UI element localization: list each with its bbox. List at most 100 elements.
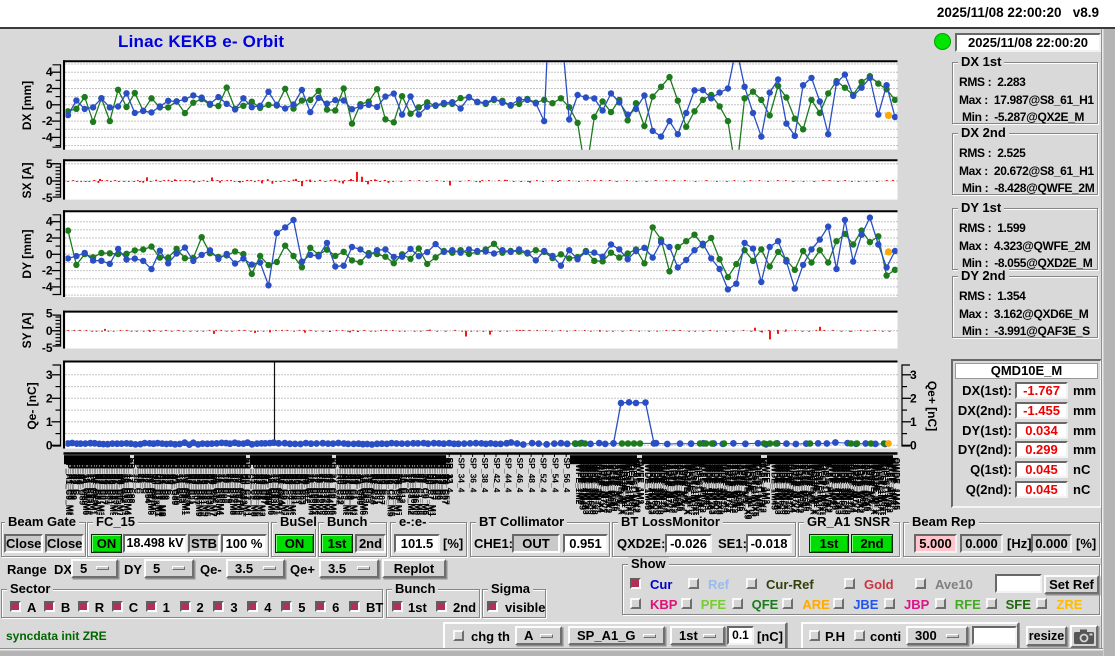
svg-text:SP_B1_C24: SP_B1_C24 [93,458,103,506]
svg-text:QWFE_2M_X3: QWFE_2M_X3 [834,458,844,515]
svg-text:SP_B8_C0_M7: SP_B8_C0_M7 [392,458,402,517]
svg-text:0: 0 [46,324,53,338]
svg-text:QXF3E_M58: QXF3E_M58 [860,458,870,507]
svg-text:SP_23: SP_23 [416,458,426,484]
svg-text:SP_17: SP_17 [404,458,414,484]
svg-text:SP_21_C76: SP_21_C76 [319,458,329,504]
svg-text:QWFE_2M_X3: QWFE_2M_X3 [709,458,719,515]
svg-text:S8_61_H1_X2: S8_61_H1_X2 [758,458,768,514]
svg-text:QWFE_3M_X8: QWFE_3M_X8 [716,458,726,515]
svg-text:QAF3E_S_X6: QAF3E_S_X6 [737,458,747,512]
svg-text:S8_61_H1_X2: S8_61_H1_X2 [633,458,643,514]
svg-text:SP_15_C12: SP_15_C12 [396,458,406,504]
svg-text:QDE_61_M8: QDE_61_M8 [753,458,763,507]
svg-text:SP_46_4: SP_46_4 [515,458,525,493]
svg-text:-5: -5 [42,341,53,355]
svg-text:QWDE_1M45: QWDE_1M45 [578,458,588,511]
svg-text:SP_22_C1_M8: SP_22_C1_M8 [228,458,238,516]
svg-text:QWDE_3M1: QWDE_3M1 [846,458,856,506]
svg-text:SP_B8_C: SP_B8_C [300,458,310,496]
svg-text:SP_A1_C9_M8: SP_A1_C9_M8 [156,458,166,517]
svg-text:SP_B1_C24: SP_B1_C24 [368,458,378,506]
svg-text:QXD6E_M3: QXD6E_M3 [867,458,877,504]
svg-text:QWFE_3M_X8: QWFE_3M_X8 [782,458,792,515]
svg-text:SP_A1_C9_M8: SP_A1_C9_M8 [249,458,259,517]
svg-text:QMD10E_M_X9: QMD10E_M_X9 [744,458,754,520]
svg-text:QWDE_2M6: QWDE_2M6 [712,458,722,506]
svg-text:SP_A3_C: SP_A3_C [163,458,173,496]
svg-text:SP_22_C: SP_22_C [139,458,149,494]
svg-text:QWFE_3M_X8: QWFE_3M_X8 [655,458,665,515]
svg-text:BM_58_1M_X5: BM_58_1M_X5 [691,458,701,517]
svg-text:SP_12_C4_M6: SP_12_C4_M6 [268,458,278,516]
svg-text:QXD2E_M_X2: QXD2E_M_X2 [728,458,738,514]
svg-text:QWDE_3M1: QWDE_3M1 [659,458,669,506]
svg-text:SP_B5: SP_B5 [382,458,392,485]
svg-text:SP_22_C1_M8: SP_22_C1_M8 [414,458,424,516]
svg-text:SP_A4_C57: SP_A4_C57 [261,458,271,506]
svg-text:SP_16_C: SP_16_C [399,458,409,494]
svg-text:SP_15_C12: SP_15_C12 [397,458,407,504]
svg-text:SP_A2_C9: SP_A2_C9 [345,458,355,501]
svg-text:4: 4 [46,65,53,79]
svg-text:SP_42_4: SP_42_4 [492,458,502,493]
svg-text:3: 3 [46,368,53,382]
svg-text:SP_R0_C32: SP_R0_C32 [151,458,161,506]
svg-text:QMD10E_M_X9: QMD10E_M_X9 [617,458,627,520]
svg-text:QAF1E_M_X4: QAF1E_M_X4 [787,458,797,514]
svg-text:-2: -2 [42,264,53,278]
svg-text:QXD6E_M3: QXD6E_M3 [613,458,623,504]
svg-text:S8_61_H1_X2: S8_61_H1_X2 [631,458,641,514]
svg-text:SP_24_C9_M6: SP_24_C9_M6 [146,458,156,516]
svg-text:SP_56_4: SP_56_4 [562,458,572,493]
svg-text:SP_22_C1_M8: SP_22_C1_M8 [230,458,240,516]
svg-text:QXD6E_M3: QXD6E_M3 [680,458,690,504]
svg-text:SP_B3_C07: SP_B3_C07 [375,458,385,506]
svg-text:SP_B3_C07: SP_B3_C07 [100,458,110,506]
svg-text:QXF3E_M58: QXF3E_M58 [673,458,683,507]
svg-text:QMF11E_M1: QMF11E_M1 [686,458,696,508]
svg-text:QAD1E_M7: QAD1E_M7 [851,458,861,504]
svg-text:SP_B1_C24: SP_B1_C24 [91,458,101,506]
svg-text:-2: -2 [42,114,53,128]
svg-text:SP_R0_C32: SP_R0_C32 [150,458,160,506]
svg-text:SP_A1_C9_M8: SP_A1_C9_M8 [64,458,74,517]
svg-text:SP_36_4: SP_36_4 [468,458,478,493]
svg-text:SP_A4_C57: SP_A4_C57 [259,458,269,506]
svg-text:SP_A2_C9: SP_A2_C9 [252,458,262,501]
svg-text:QXF3E_M58: QXF3E_M58 [606,458,616,507]
svg-text:QXD6E_M3: QXD6E_M3 [678,458,688,504]
svg-text:SP_A2_C9: SP_A2_C9 [254,458,264,501]
svg-text:QWFE_1M2: QWFE_1M2 [828,458,838,505]
svg-text:QWDE_1M45: QWDE_1M45 [705,458,715,511]
svg-text:QWDE_1M45: QWDE_1M45 [890,458,900,511]
svg-text:S8_61_H1_X2: S8_61_H1_X2 [698,458,708,514]
svg-text:4: 4 [46,215,53,229]
svg-text:QAF1E_M_X4: QAF1E_M_X4 [661,458,671,514]
svg-text:BM_58_1M_X5: BM_58_1M_X5 [689,458,699,517]
svg-text:SP_B7_C63: SP_B7_C63 [296,458,306,506]
svg-text:QWFE_1M2: QWFE_1M2 [634,458,644,505]
svg-text:QMD10E_M_X9: QMD10E_M_X9 [869,458,879,520]
svg-text:SP_R0_C32: SP_R0_C32 [240,458,250,506]
svg-text:SP_R0_C7_M1: SP_R0_C7_M1 [241,458,251,517]
svg-text:SP_B8_C0_M7: SP_B8_C0_M7 [394,458,404,517]
svg-text:0: 0 [46,174,53,188]
svg-text:QWFE_1M2: QWFE_1M2 [702,458,712,505]
svg-text:QXD6E_M3: QXD6E_M3 [865,458,875,504]
svg-text:SP_B2_C6_M3: SP_B2_C6_M3 [281,458,291,517]
svg-text:QWDE_1M45: QWDE_1M45 [643,458,653,511]
svg-text:S8_61_H1_X2: S8_61_H1_X2 [825,458,835,514]
svg-text:SP_16_C5_M4: SP_16_C5_M4 [124,458,134,516]
svg-text:QXD6E_M3: QXD6E_M3 [739,458,749,504]
svg-text:SP_16_C: SP_16_C [401,458,411,494]
svg-text:SP_B1_C24: SP_B1_C24 [278,458,288,506]
svg-text:QWDE_2M6: QWDE_2M6 [779,458,789,506]
svg-text:SP_15_C12: SP_15_C12 [120,458,130,504]
svg-text:0: 0 [46,98,53,112]
svg-text:QDE_61_M8: QDE_61_M8 [755,458,765,507]
svg-text:QWDE_2M6: QWDE_2M6 [839,458,849,506]
svg-text:SP_B3_C07: SP_B3_C07 [377,458,387,506]
svg-text:QAF1E_M_X4: QAF1E_M_X4 [595,458,605,514]
svg-text:SP_24_C9_M6: SP_24_C9_M6 [236,458,246,516]
